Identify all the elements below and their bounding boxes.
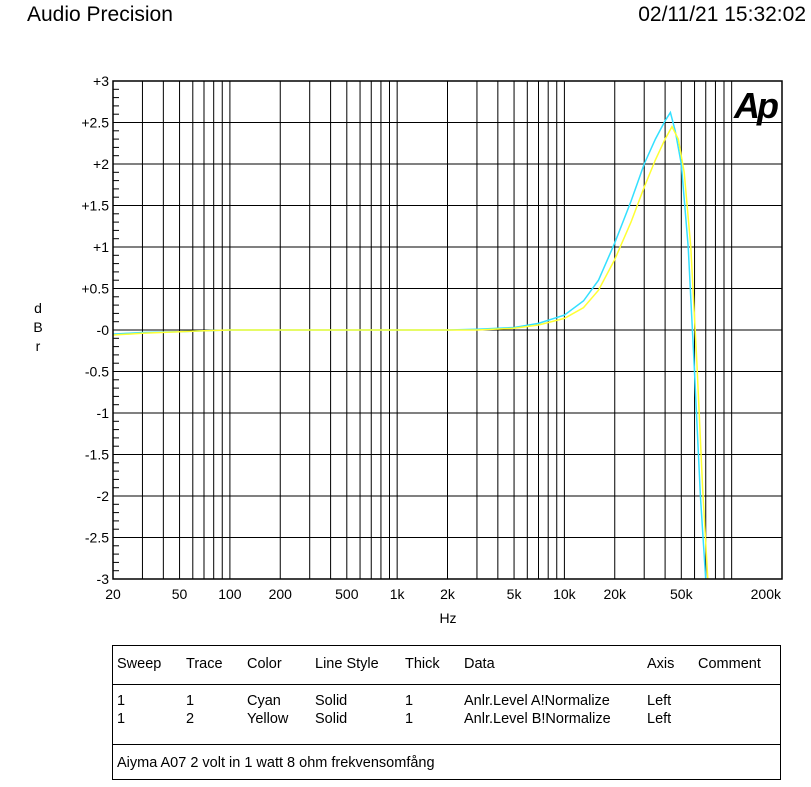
brand-title: Audio Precision — [27, 3, 173, 26]
plot-frame — [112, 80, 783, 580]
y-tick-label: -0.5 — [85, 364, 109, 380]
x-tick-label: 50 — [172, 586, 188, 602]
x-tick-label: 200k — [751, 586, 782, 602]
y-tick-label: -0 — [97, 322, 110, 338]
legend-header-cell: Line Style — [315, 656, 379, 672]
y-tick-label: -2 — [97, 488, 110, 504]
x-tick-label: 20 — [105, 586, 121, 602]
chart: +3 +2.5 +2 +1.5 +1 +0.5 -0 -0.5 -1 -1.5 -2 -2.5 -3 2… — [33, 73, 783, 626]
legend-cell: Anlr.Level B!Normalize — [464, 711, 611, 727]
timestamp: 02/11/21 15:32:02 — [638, 3, 806, 26]
y-axis: +3 +2.5 +2 +1.5 +1 +0.5 -0 -0.5 -1 -1.5 -2 -2.5 -3 — [81, 73, 119, 587]
legend-cell: Anlr.Level A!Normalize — [464, 693, 610, 709]
ap-logo: Ap — [733, 85, 778, 126]
legend-cell: Left — [647, 693, 672, 709]
legend-cell: 1 — [186, 693, 195, 709]
legend-note-row: Aiyma A07 2 volt in 1 watt 8 ohm frekven… — [113, 744, 780, 779]
x-tick-label: 200 — [269, 586, 293, 602]
legend-cell: Cyan — [247, 693, 281, 709]
legend-cell: Solid — [315, 711, 348, 727]
legend-cell: Left — [647, 711, 672, 727]
legend-cell: Yellow — [247, 711, 289, 727]
legend-header-cell: Sweep — [117, 656, 162, 672]
x-tick-label: 500 — [335, 586, 359, 602]
legend-cell: 1 — [405, 711, 414, 727]
x-tick-label: 1k — [390, 586, 406, 602]
legend-header-cell: Color — [247, 656, 282, 672]
legend-cell: 1 — [117, 711, 126, 727]
legend-header-cell: Data — [464, 656, 495, 672]
legend-cell: 2 — [186, 711, 195, 727]
y-axis-label-char: d — [34, 300, 42, 316]
y-axis-label-char: B — [33, 319, 42, 335]
x-axis-label: Hz — [439, 610, 456, 626]
x-tick-label: 20k — [603, 586, 627, 602]
legend-cell: Solid — [315, 693, 348, 709]
y-tick-label: -2.5 — [85, 530, 109, 546]
x-tick-label: 10k — [553, 586, 577, 602]
y-tick-label: +2 — [93, 156, 109, 172]
y-tick-label: -3 — [97, 571, 110, 587]
y-tick-label: -1 — [97, 405, 110, 421]
y-tick-label: +3 — [93, 73, 109, 89]
x-axis: 20 50 100 200 500 1k 2k 5k 10k 20k 50k 200k — [105, 586, 782, 602]
y-tick-label: +1 — [93, 239, 109, 255]
y-tick-label: -1.5 — [85, 447, 109, 463]
series-line — [112, 124, 709, 580]
x-tick-label: 2k — [440, 586, 456, 602]
x-tick-label: 5k — [507, 586, 523, 602]
legend-row: 1 2 Yellow Solid 1 Anlr.Level B!Normaliz… — [113, 711, 780, 729]
legend-header-cell: Axis — [647, 656, 675, 672]
legend-cell: 1 — [405, 693, 414, 709]
legend-cell: 1 — [117, 693, 126, 709]
legend-header-cell: Trace — [186, 656, 223, 672]
y-tick-label: +1.5 — [81, 198, 109, 214]
y-tick-label: +2.5 — [81, 115, 109, 131]
legend-note: Aiyma A07 2 volt in 1 watt 8 ohm frekven… — [117, 755, 435, 771]
legend-table: Sweep Trace Color Line Style Thick Data … — [112, 645, 781, 780]
legend-header-row: Sweep Trace Color Line Style Thick Data … — [113, 646, 780, 685]
legend-header-cell: Thick — [405, 656, 440, 672]
x-tick-label: 100 — [218, 586, 242, 602]
legend-row: 1 1 Cyan Solid 1 Anlr.Level A!Normalize … — [113, 693, 780, 711]
y-tick-label: +0.5 — [81, 281, 109, 297]
legend-header-cell: Comment — [698, 656, 761, 672]
x-tick-label: 50k — [670, 586, 694, 602]
y-axis-label: d B r — [33, 300, 42, 354]
series-line — [112, 110, 707, 580]
y-axis-label-char: r — [36, 338, 41, 354]
plot-series — [112, 110, 709, 580]
